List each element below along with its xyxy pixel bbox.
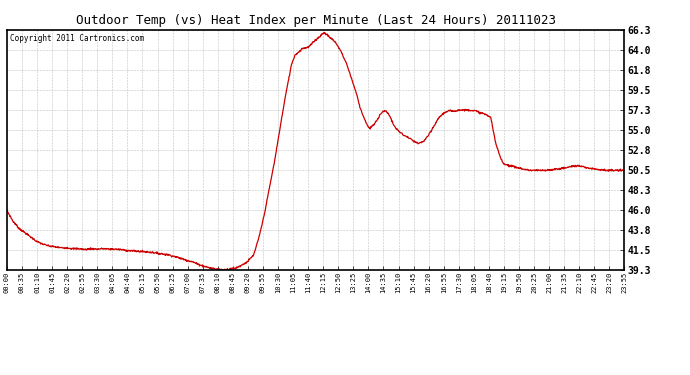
Title: Outdoor Temp (vs) Heat Index per Minute (Last 24 Hours) 20111023: Outdoor Temp (vs) Heat Index per Minute … (76, 15, 555, 27)
Text: Copyright 2011 Cartronics.com: Copyright 2011 Cartronics.com (10, 34, 144, 43)
